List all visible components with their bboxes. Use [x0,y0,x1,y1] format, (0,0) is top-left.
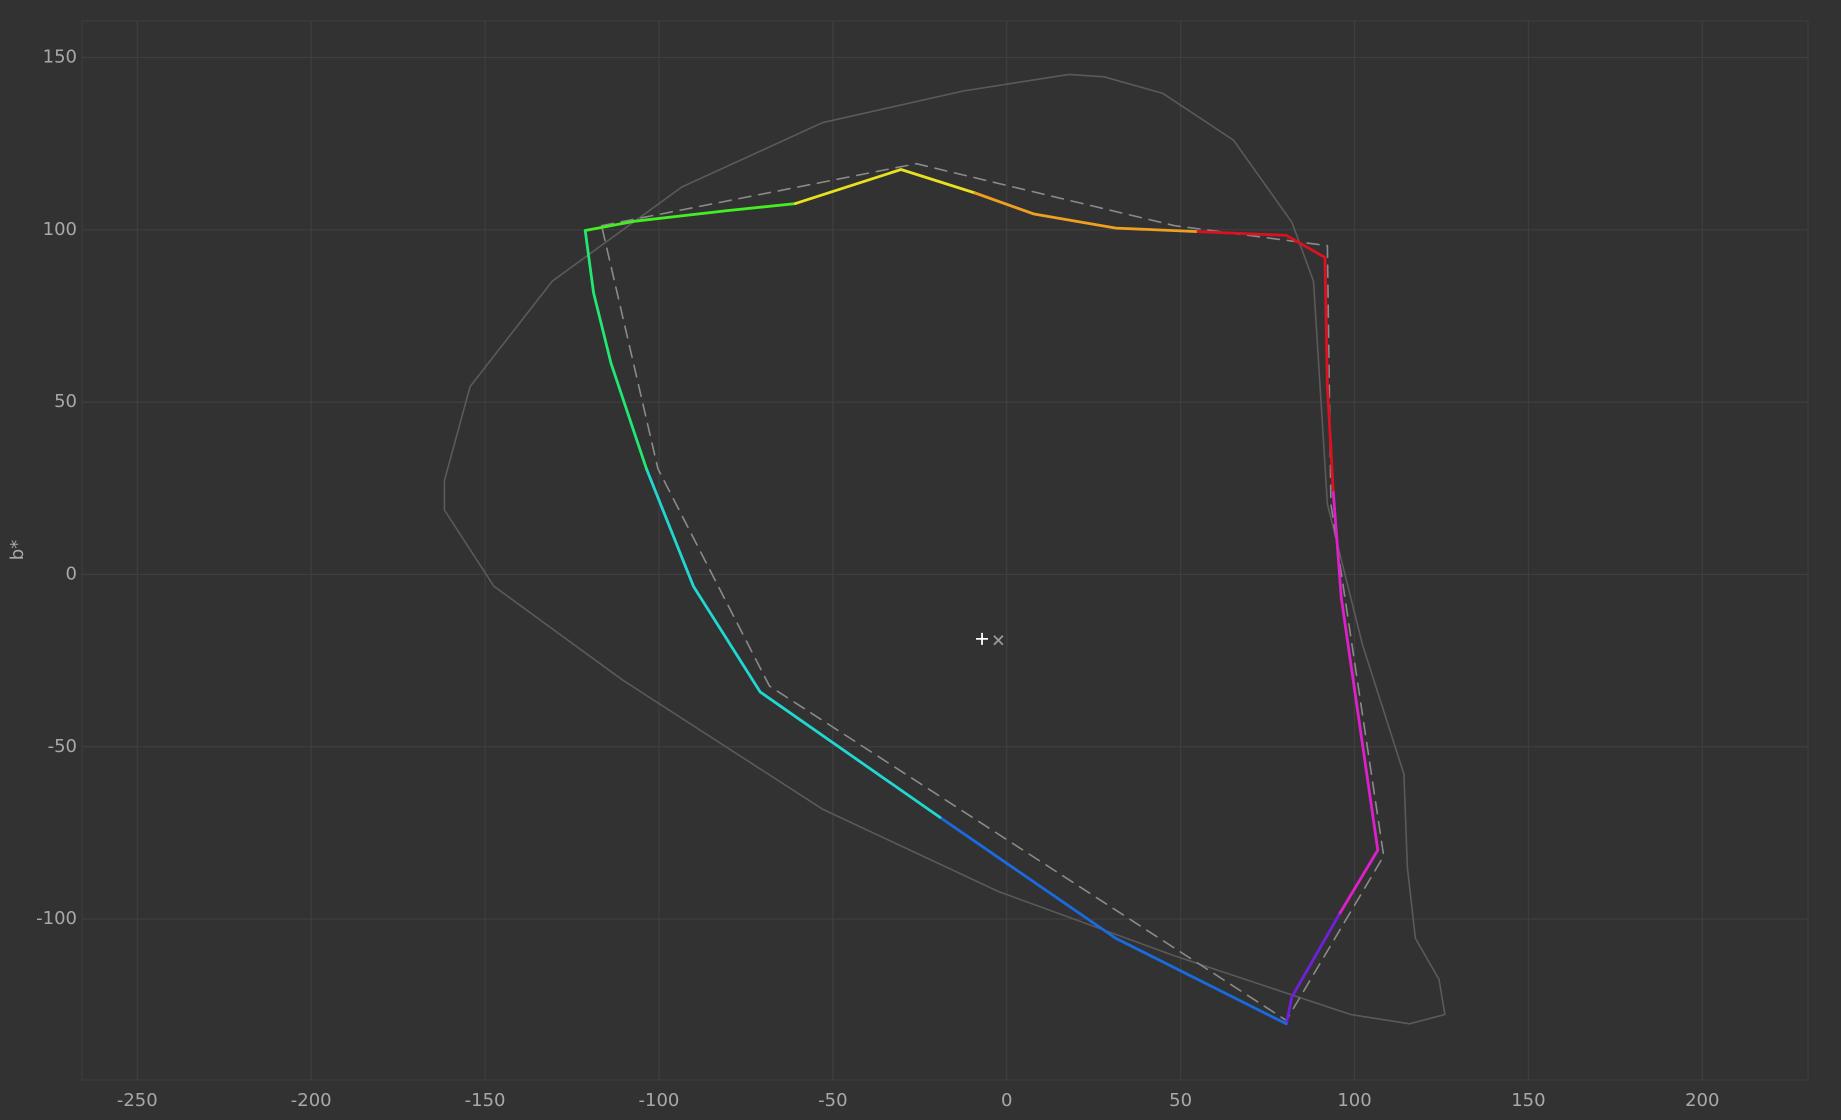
x-tick-label: -200 [291,1090,332,1111]
x-tick-label: -50 [818,1090,847,1111]
series-line [1196,230,1335,494]
x-tick-label: -150 [465,1090,506,1111]
series-line [793,168,977,205]
plot-area [81,20,1809,1081]
series-line [1284,913,1341,1026]
x-tick-label: 0 [1001,1090,1012,1111]
x-tick-label: 50 [1169,1090,1192,1111]
y-tick-label: 150 [43,47,77,68]
y-tick-label: 0 [66,563,77,584]
y-tick-label: -100 [36,908,77,929]
series-line [600,162,1385,1022]
x-tick-label: -250 [117,1090,158,1111]
x-tick-label: -100 [639,1090,680,1111]
y-tick-label: 50 [54,391,77,412]
y-tick-label: -50 [48,736,77,757]
series-line [443,73,1446,1025]
y-tick-label: 100 [43,219,77,240]
series-line [583,229,648,471]
series-line [1331,491,1380,917]
y-axis-label: b* [7,540,28,560]
series-line [973,191,1200,233]
x-tick-label: 100 [1337,1090,1371,1111]
series-line [938,816,1288,1026]
series-line [583,202,797,232]
x-tick-label: 200 [1685,1090,1719,1111]
x-tick-label: 150 [1511,1090,1545,1111]
marker [993,635,1004,646]
marker [976,632,989,645]
series-line [645,467,942,819]
